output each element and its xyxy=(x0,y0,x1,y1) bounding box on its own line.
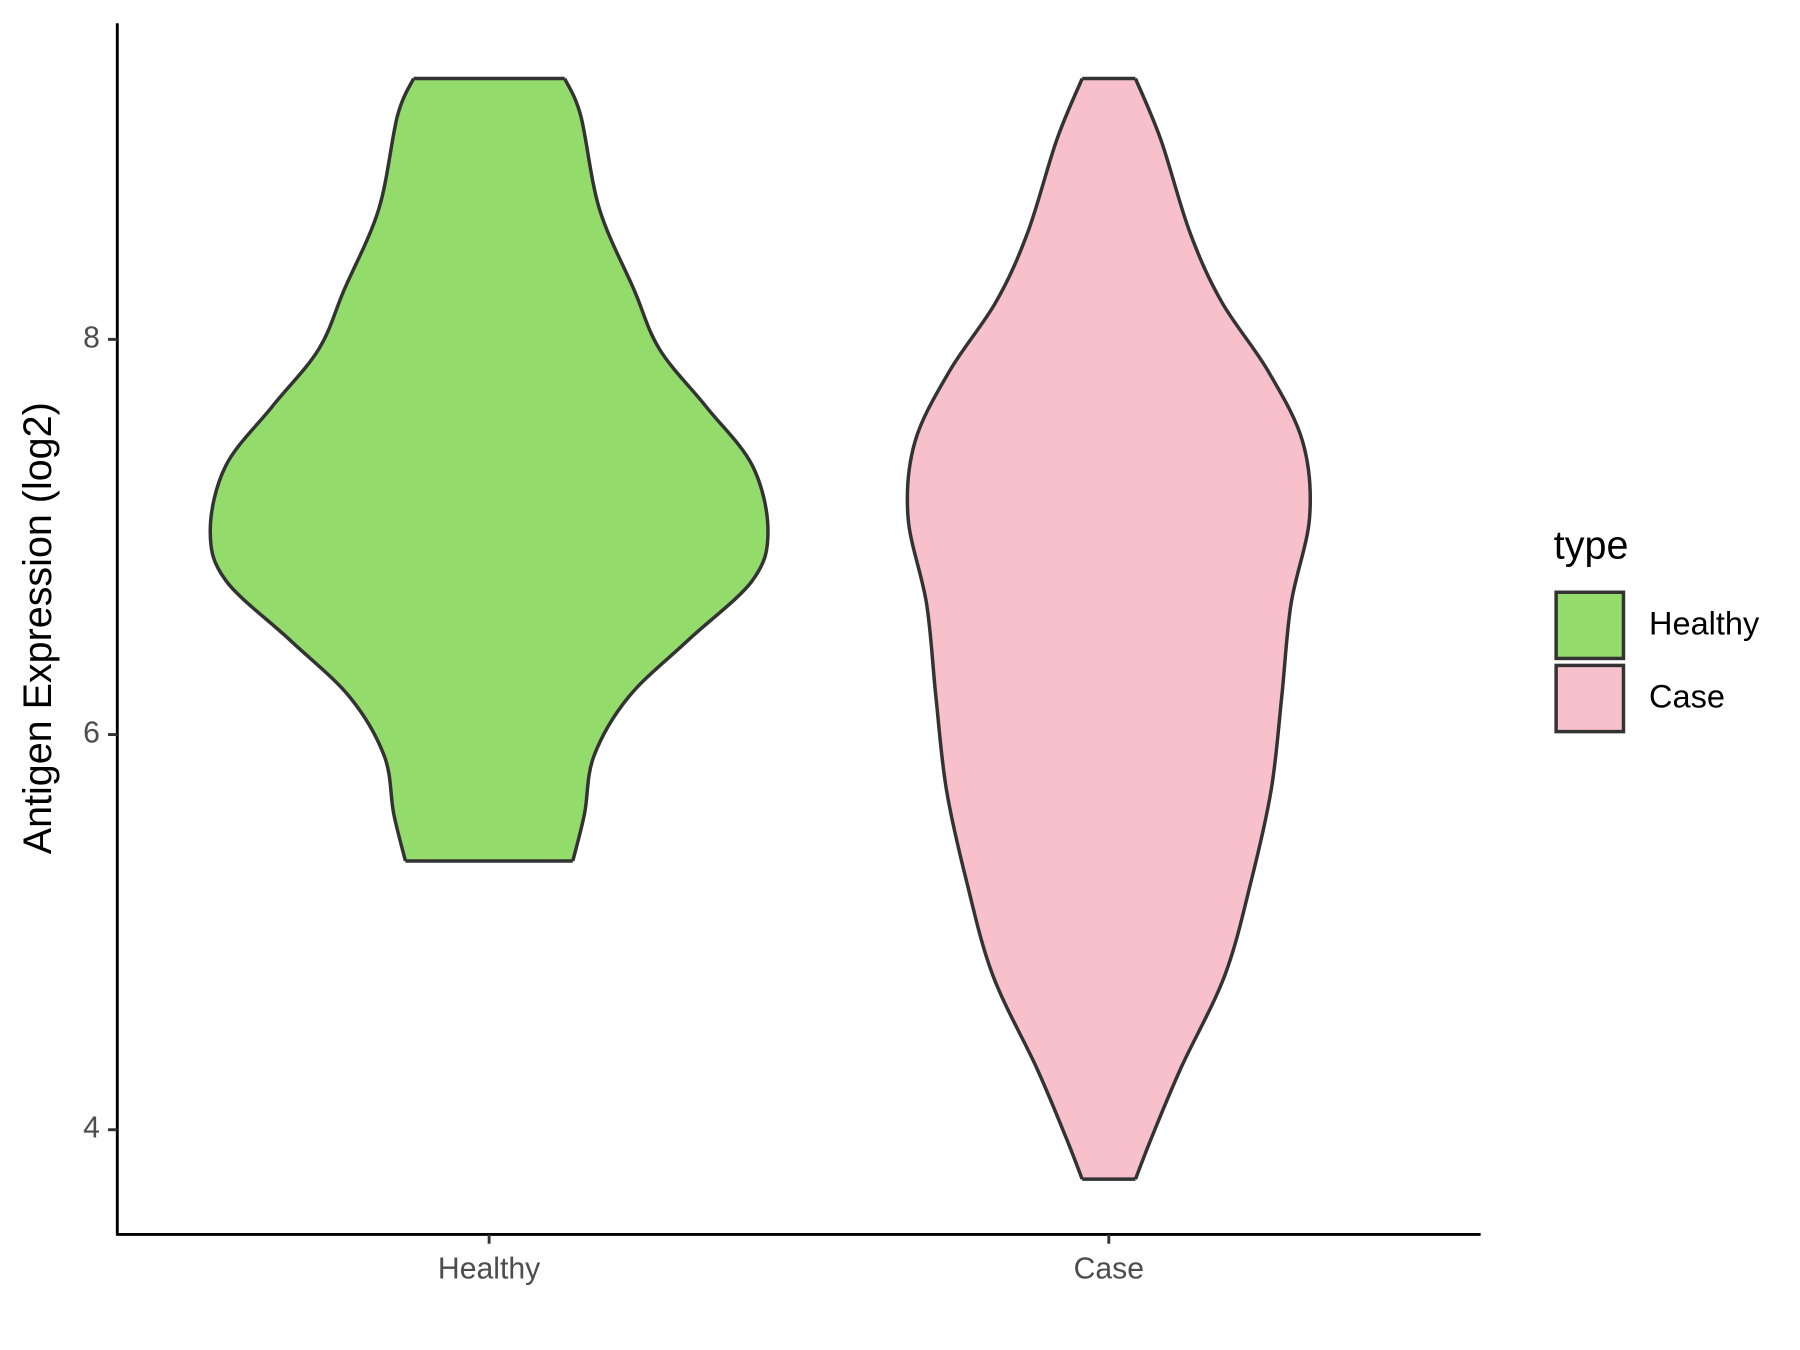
legend: Healthy Case xyxy=(1554,590,1760,734)
legend-title: type xyxy=(1554,524,1629,568)
violin-edge-right xyxy=(1133,77,1313,1180)
x-tick-label: Case xyxy=(1074,1252,1144,1285)
legend-key xyxy=(1554,590,1626,661)
y-tick-label: 4 xyxy=(83,1112,100,1145)
x-tick-label: Healthy xyxy=(438,1252,541,1285)
violin-edge-right xyxy=(563,77,770,862)
violin-body xyxy=(210,78,768,862)
plot-area xyxy=(208,76,1313,1181)
violin-edge-left xyxy=(208,77,416,862)
legend-label: Healthy xyxy=(1649,606,1760,642)
legend-key xyxy=(1554,663,1626,734)
y-axis-title: Antigen Expression (log2) xyxy=(16,402,60,854)
y-tick-label: 6 xyxy=(83,717,100,750)
y-tick-label: 8 xyxy=(83,321,100,354)
violin-edge-left xyxy=(905,77,1084,1180)
violin-body xyxy=(907,78,1311,1180)
legend-label: Case xyxy=(1649,679,1725,715)
